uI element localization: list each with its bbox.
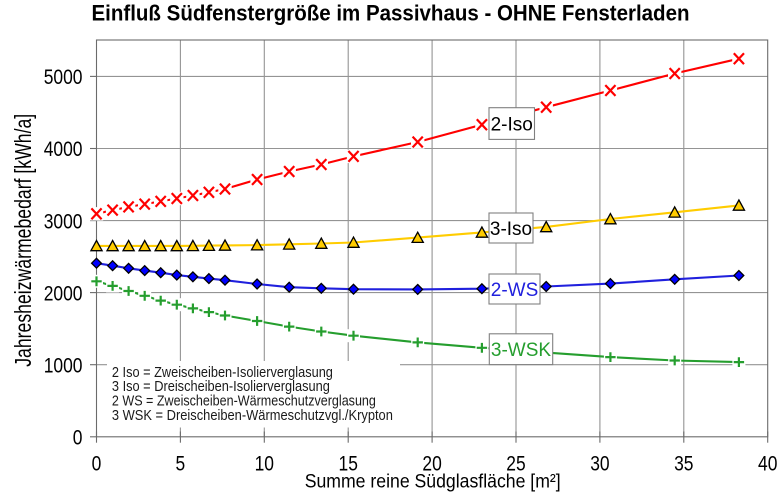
svg-text:20: 20 bbox=[422, 451, 442, 475]
svg-text:2-WS: 2-WS bbox=[491, 280, 539, 301]
svg-text:35: 35 bbox=[674, 451, 693, 475]
svg-text:Summe reine Südglasfläche [m²]: Summe reine Südglasfläche [m²] bbox=[305, 472, 561, 492]
svg-text:3000: 3000 bbox=[44, 209, 83, 233]
svg-text:15: 15 bbox=[339, 451, 358, 475]
svg-text:Jahresheizwärmebedarf [kWh/a]: Jahresheizwärmebedarf [kWh/a] bbox=[10, 114, 36, 367]
svg-text:1000: 1000 bbox=[44, 353, 83, 377]
svg-text:0: 0 bbox=[73, 426, 83, 450]
svg-text:30: 30 bbox=[590, 451, 610, 475]
svg-text:4000: 4000 bbox=[44, 137, 83, 161]
svg-text:40: 40 bbox=[758, 451, 778, 475]
svg-text:2 Iso = Zweischeiben-Isolierve: 2 Iso = Zweischeiben-Isolierverglasung bbox=[112, 365, 333, 381]
svg-text:3 WSK = Dreischeiben-Wärmeschu: 3 WSK = Dreischeiben-Wärmeschutzvgl./Kry… bbox=[112, 408, 393, 424]
svg-text:2000: 2000 bbox=[44, 281, 83, 305]
svg-text:Einfluß Südfenstergröße im Pas: Einfluß Südfenstergröße im Passivhaus - … bbox=[92, 1, 690, 26]
svg-text:2-Iso: 2-Iso bbox=[491, 114, 533, 135]
svg-text:3-Iso: 3-Iso bbox=[490, 219, 532, 240]
svg-text:10: 10 bbox=[255, 451, 275, 475]
svg-text:3-WSK: 3-WSK bbox=[491, 340, 552, 361]
svg-text:5000: 5000 bbox=[44, 65, 83, 89]
svg-text:5: 5 bbox=[176, 451, 186, 475]
svg-text:2 WS = Zweischeiben-Wärmeschut: 2 WS = Zweischeiben-Wärmeschutzverglasun… bbox=[112, 394, 376, 410]
svg-text:25: 25 bbox=[506, 451, 525, 475]
svg-text:3 Iso = Dreischeiben-Isolierve: 3 Iso = Dreischeiben-Isolierverglasung bbox=[112, 379, 330, 395]
svg-text:0: 0 bbox=[92, 451, 102, 475]
